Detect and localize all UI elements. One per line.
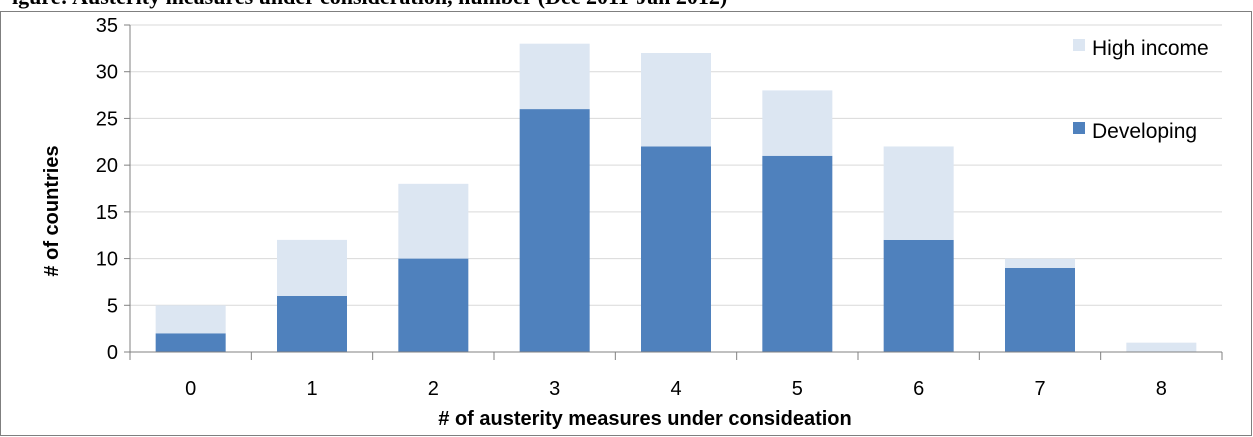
bar-high-income	[519, 43, 590, 110]
bar-developing	[883, 239, 954, 352]
x-tick-label: 0	[185, 378, 196, 400]
y-tick-label: 5	[107, 295, 118, 317]
bar-developing	[155, 333, 226, 352]
x-tick-label: 5	[792, 378, 803, 400]
bar-high-income	[762, 90, 833, 156]
figure-title-fragment: igure: Austerity measures under consider…	[12, 0, 727, 9]
y-tick-label: 25	[96, 108, 118, 130]
x-tick-label: 2	[428, 378, 439, 400]
x-tick-label: 1	[306, 378, 317, 400]
bar-high-income	[883, 146, 954, 240]
x-tick-labels: 0 1 2 3 4 5 6 7 8	[185, 378, 1167, 400]
bar-high-income	[277, 239, 347, 296]
bar-high-income	[398, 183, 469, 259]
bar-high-income	[641, 53, 711, 147]
y-axis-title: # of countries	[41, 145, 63, 276]
y-tick-label: 15	[96, 202, 118, 224]
legend-swatch-developing	[1073, 122, 1085, 134]
bar-high-income	[1126, 342, 1197, 352]
x-tick-label: 8	[1156, 378, 1167, 400]
y-tick-label: 20	[96, 155, 118, 177]
x-tick-label: 3	[549, 378, 560, 400]
axes	[124, 24, 1223, 360]
x-tick-label: 4	[670, 378, 681, 400]
legend-swatch-high-income	[1073, 39, 1085, 51]
x-tick-label: 6	[913, 378, 924, 400]
bar-high-income	[1005, 258, 1075, 268]
y-tick-label: 0	[107, 342, 118, 364]
bar-developing	[1005, 267, 1075, 352]
x-axis-title: # of austerity measures under consideati…	[438, 408, 851, 430]
y-tick-label: 35	[96, 15, 118, 37]
bars	[155, 43, 1197, 352]
bar-developing	[641, 146, 711, 352]
x-tick-label: 7	[1034, 378, 1045, 400]
bar-developing	[398, 258, 469, 352]
y-tick-labels: 0 5 10 15 20 25 30 35	[96, 15, 118, 364]
y-tick-label: 30	[96, 62, 118, 84]
legend: High income Developing	[1073, 37, 1209, 143]
y-tick-label: 10	[96, 249, 118, 271]
legend-label-high-income: High income	[1092, 37, 1209, 60]
bar-high-income	[155, 305, 226, 334]
bar-developing	[277, 295, 347, 352]
chart-frame	[0, 11, 1252, 436]
bar-developing	[762, 155, 833, 352]
legend-label-developing: Developing	[1092, 120, 1197, 143]
bar-developing	[519, 109, 590, 352]
